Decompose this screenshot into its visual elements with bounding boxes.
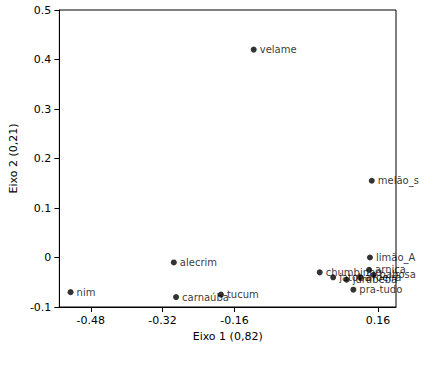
svg-text:0.2: 0.2 (34, 152, 52, 165)
svg-text:0: 0 (44, 251, 51, 264)
svg-text:-0.32: -0.32 (148, 314, 176, 327)
svg-text:limão_A: limão_A (376, 252, 416, 264)
svg-text:0.1: 0.1 (34, 202, 52, 215)
svg-text:velame: velame (260, 44, 297, 55)
svg-text:pra-tudo: pra-tudo (359, 284, 402, 295)
svg-text:0.5: 0.5 (34, 4, 52, 17)
svg-text:0.16: 0.16 (366, 314, 391, 327)
svg-text:melão_s: melão_s (378, 175, 419, 187)
svg-text:Eixo 1 (0,82): Eixo 1 (0,82) (193, 330, 263, 343)
svg-text:alecrim: alecrim (180, 257, 217, 268)
svg-text:tucum: tucum (227, 289, 259, 300)
svg-text:nim: nim (77, 287, 96, 298)
svg-text:babosa: babosa (380, 269, 416, 280)
svg-text:carnaúba: carnaúba (182, 292, 229, 303)
svg-text:-0.16: -0.16 (220, 314, 248, 327)
svg-text:-0.1: -0.1 (30, 301, 51, 314)
svg-text:0.4: 0.4 (34, 53, 52, 66)
svg-text:-0.48: -0.48 (77, 314, 105, 327)
svg-text:Eixo 2 (0,21): Eixo 2 (0,21) (7, 124, 20, 194)
svg-text:0.3: 0.3 (34, 103, 52, 116)
